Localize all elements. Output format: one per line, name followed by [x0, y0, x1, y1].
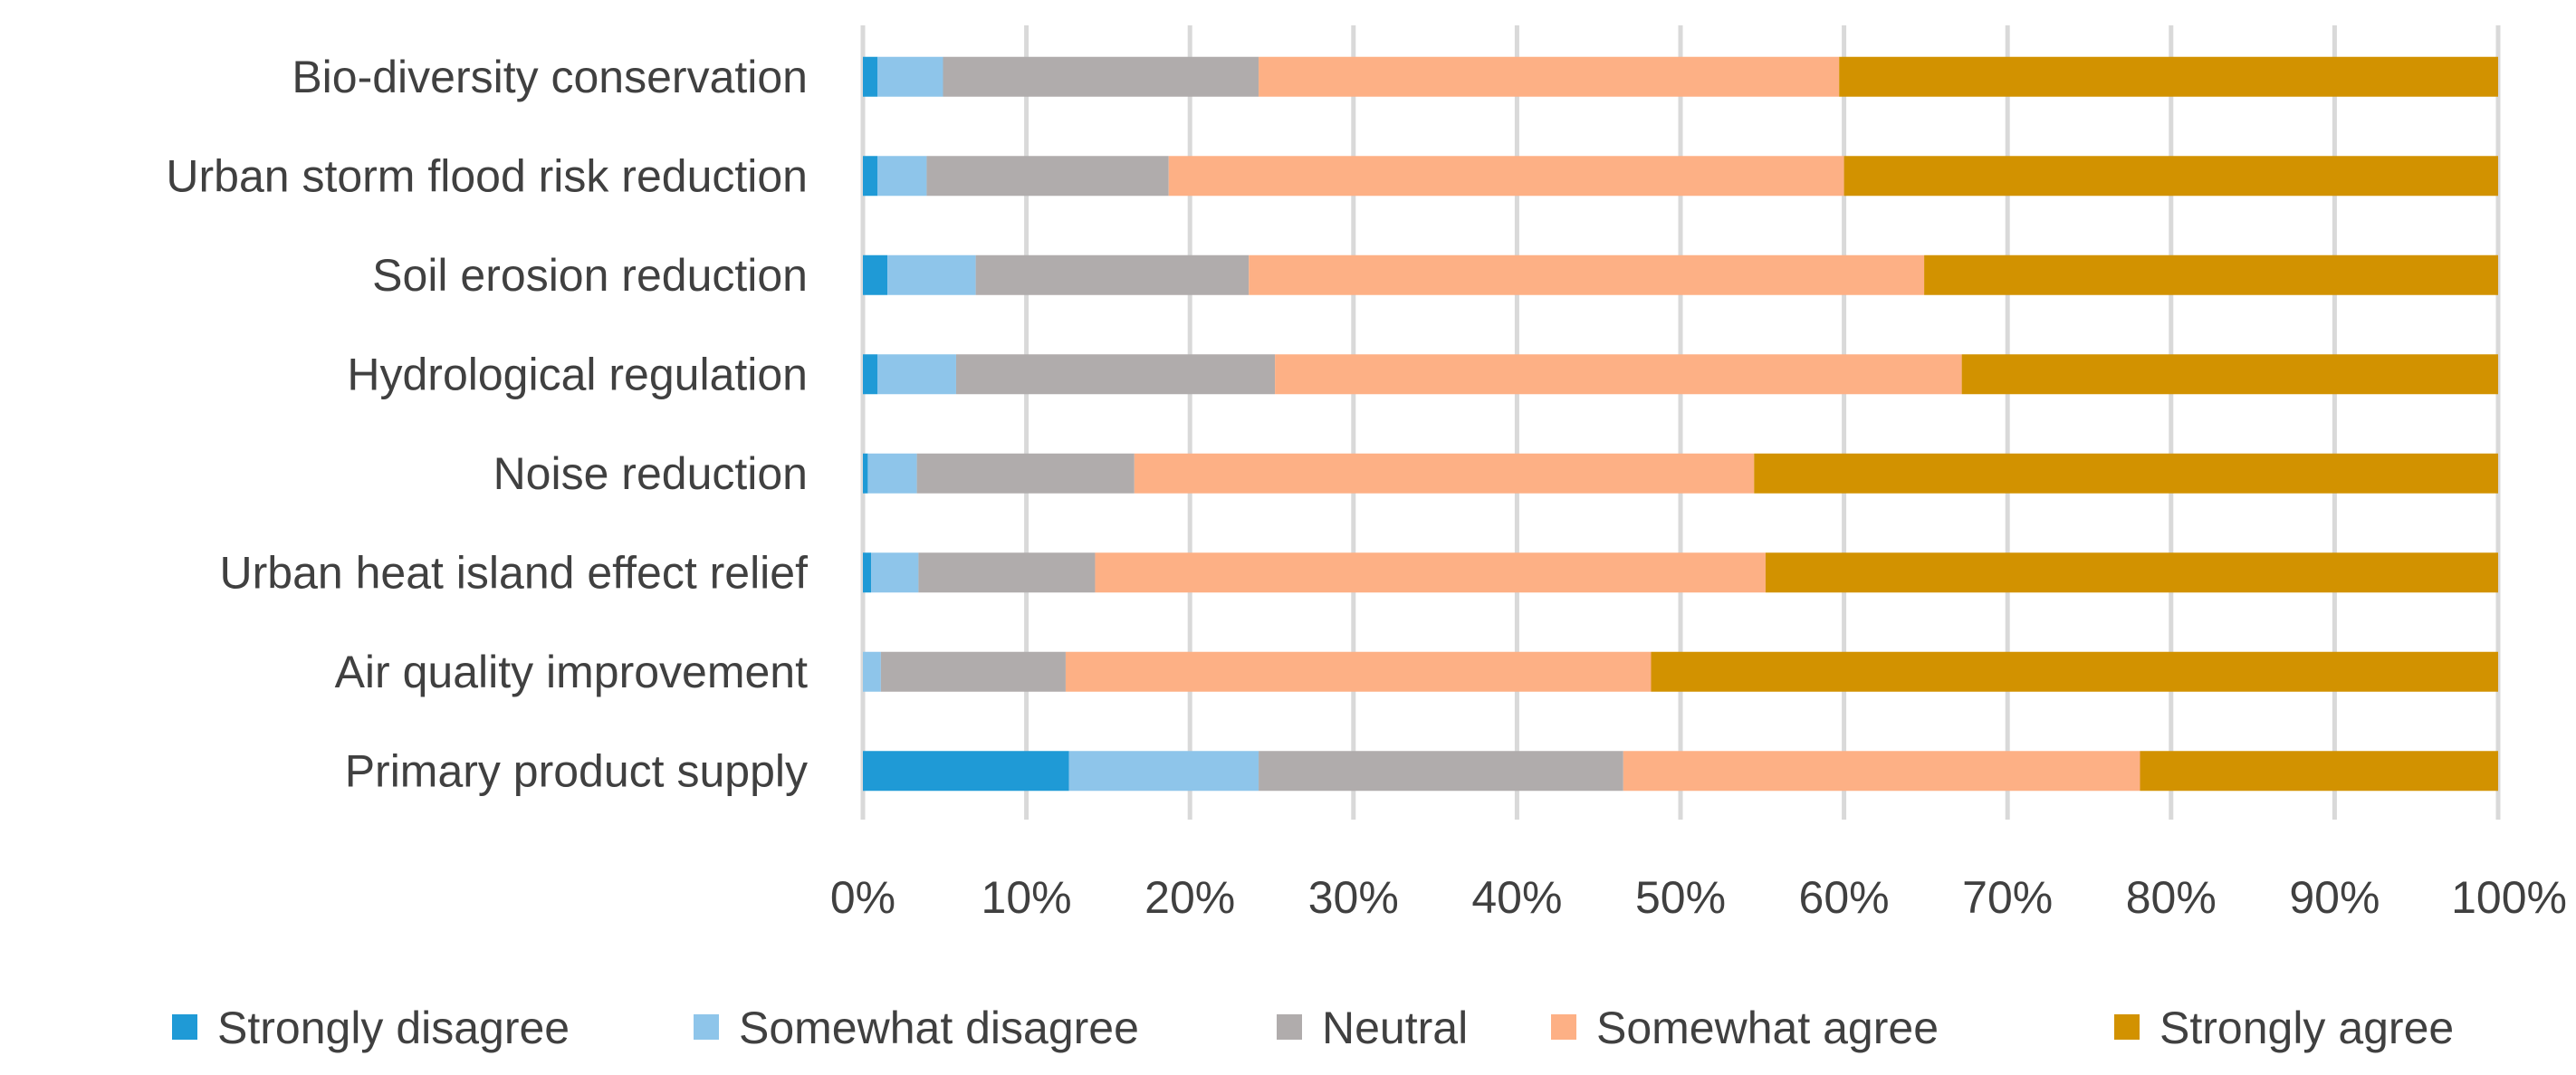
category-label: Hydrological regulation: [347, 349, 808, 399]
x-tick-label: 100%: [2451, 872, 2567, 923]
gridlines: [860, 25, 2501, 820]
bar-segment-somewhat-disagree: [877, 354, 956, 395]
x-tick-label: 40%: [1471, 872, 1562, 923]
x-tick-label: 30%: [1308, 872, 1399, 923]
bar-segment-strongly-disagree: [863, 552, 872, 593]
bar-segment-somewhat-agree: [1249, 254, 1925, 295]
x-tick-label: 70%: [1962, 872, 2053, 923]
x-tick-label: 0%: [830, 872, 895, 923]
category-label: Air quality improvement: [335, 647, 809, 697]
legend-swatch-strongly-disagree: [172, 1014, 197, 1040]
bar-segment-neutral: [918, 552, 1096, 593]
bar-segment-strongly-disagree: [863, 751, 1069, 792]
bar-segment-somewhat-disagree: [887, 254, 976, 295]
legend-swatch-somewhat-agree: [1551, 1014, 1576, 1040]
bar-segment-somewhat-agree: [1623, 751, 2140, 792]
bar-segment-neutral: [1259, 751, 1623, 792]
x-tick-label: 50%: [1635, 872, 1726, 923]
bar-segment-somewhat-agree: [1168, 156, 1844, 197]
legend-swatch-somewhat-disagree: [694, 1014, 719, 1040]
x-tick-label: 20%: [1144, 872, 1235, 923]
bar-segment-strongly-agree: [1839, 56, 2498, 97]
bar-segment-strongly-agree: [1961, 354, 2498, 395]
legend-label: Strongly agree: [2159, 1003, 2454, 1053]
bar-segment-somewhat-disagree: [1068, 751, 1259, 792]
legend-label: Somewhat agree: [1596, 1003, 1939, 1053]
bar-segment-strongly-disagree: [863, 156, 878, 197]
bar-segment-strongly-disagree: [863, 354, 878, 395]
bar-segment-strongly-agree: [1924, 254, 2498, 295]
bar-segment-somewhat-agree: [1134, 453, 1755, 494]
category-label: Urban storm flood risk reduction: [166, 150, 808, 201]
bar-segment-strongly-agree: [1754, 453, 2498, 494]
bar-segment-somewhat-disagree: [877, 56, 943, 97]
bar-segment-somewhat-disagree: [867, 453, 917, 494]
legend-swatch-strongly-agree: [2114, 1014, 2140, 1040]
bar-segment-strongly-agree: [2140, 751, 2498, 792]
legend-label: Somewhat disagree: [739, 1003, 1139, 1053]
x-axis-tick-labels: 0% 10% 20% 30% 40% 50% 60% 70% 80% 90% 100%: [830, 872, 2567, 923]
bar-segment-somewhat-disagree: [877, 156, 927, 197]
legend-label: Neutral: [1322, 1003, 1468, 1053]
bar-segment-strongly-agree: [1843, 156, 2498, 197]
bar-segment-somewhat-disagree: [871, 552, 919, 593]
bar-segment-strongly-agree: [1765, 552, 2498, 593]
x-tick-label: 90%: [2289, 872, 2380, 923]
bar-segment-somewhat-agree: [1065, 651, 1652, 692]
bar-segment-neutral: [955, 354, 1276, 395]
x-tick-label: 60%: [1799, 872, 1890, 923]
bar-segment-somewhat-agree: [1275, 354, 1962, 395]
legend: Strongly disagree Somewhat disagree Neutra…: [172, 1003, 2454, 1053]
category-labels: Bio-diversity conservation Urban storm fl…: [166, 52, 808, 797]
category-label: Soil erosion reduction: [372, 250, 808, 301]
category-label: Noise reduction: [493, 448, 808, 499]
bar-segment-neutral: [916, 453, 1135, 494]
x-tick-label: 80%: [2126, 872, 2217, 923]
bar-segment-somewhat-agree: [1095, 552, 1766, 593]
bar-segment-neutral: [926, 156, 1169, 197]
x-tick-label: 10%: [982, 872, 1072, 923]
bar-segment-strongly-agree: [1651, 651, 2498, 692]
legend-swatch-neutral: [1277, 1014, 1302, 1040]
category-label: Primary product supply: [345, 745, 808, 796]
bar-segment-strongly-disagree: [863, 453, 868, 494]
bar-segment-neutral: [943, 56, 1259, 97]
legend-label: Strongly disagree: [217, 1003, 570, 1053]
bars: [863, 56, 2498, 792]
category-label: Bio-diversity conservation: [292, 52, 808, 102]
bar-segment-somewhat-disagree: [863, 651, 881, 692]
bar-segment-strongly-disagree: [863, 56, 878, 97]
bar-segment-strongly-disagree: [863, 254, 888, 295]
bar-segment-neutral: [975, 254, 1250, 295]
bar-segment-somewhat-agree: [1259, 56, 1840, 97]
bar-segment-neutral: [880, 651, 1066, 692]
category-label: Urban heat island effect relief: [220, 547, 809, 598]
